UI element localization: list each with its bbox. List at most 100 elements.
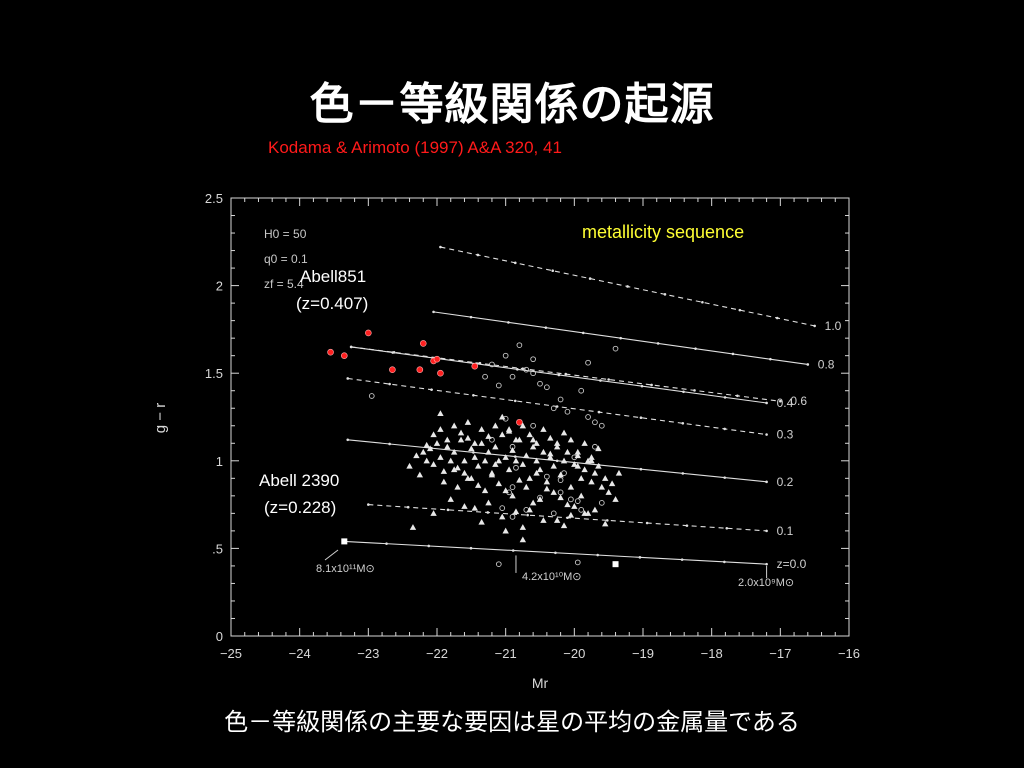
model-line-marker: [476, 253, 480, 257]
abell851-point: [516, 418, 523, 426]
x-tick-label: −16: [838, 646, 860, 661]
model-line-marker: [555, 459, 559, 463]
mass-label-high: 8.1x10¹¹M⊙: [316, 563, 375, 575]
abell2390-point: [567, 511, 575, 518]
abell2390-point: [574, 462, 581, 469]
open-circle-point: [612, 345, 619, 352]
abell2390-point: [505, 466, 513, 473]
abell2390-point: [420, 448, 427, 455]
abell2390-point: [454, 483, 461, 490]
x-tick-label: −17: [769, 646, 791, 661]
open-circle-point: [592, 419, 598, 426]
open-circle-point: [530, 356, 536, 363]
open-circle-point: [482, 373, 488, 380]
model-line-marker: [701, 300, 704, 304]
model-line-marker: [626, 285, 629, 288]
abell2390-point: [492, 443, 499, 450]
model-line-marker: [472, 393, 475, 397]
open-circle-point: [585, 359, 591, 366]
model-line-marker: [555, 405, 559, 408]
abell2390-point: [560, 429, 568, 436]
model-line-label: 0.6: [790, 394, 807, 408]
open-circle-point: [574, 498, 581, 504]
model-line-marker: [736, 394, 739, 398]
abell2390-point: [553, 443, 561, 450]
abell851-point: [437, 369, 444, 377]
model-line-marker: [554, 551, 557, 555]
abell851-redshift: (z=0.407): [296, 294, 368, 313]
mass-label-mid: 4.2x10¹⁰M⊙: [522, 571, 581, 583]
abell851-point: [433, 355, 441, 363]
model-line-marker: [723, 476, 727, 479]
abell2390-point: [499, 431, 506, 438]
model-line-marker: [607, 378, 610, 381]
abell2390-point: [478, 426, 485, 432]
abell2390-point: [547, 454, 554, 460]
abell2390-point: [454, 464, 461, 471]
model-line-marker: [472, 451, 475, 454]
open-circle-point: [574, 559, 581, 566]
model-line-marker: [385, 542, 388, 545]
model-line-marker: [486, 511, 490, 514]
model-line-label: 0.8: [818, 357, 835, 371]
model-line-marker: [765, 401, 768, 405]
abell2390-point: [516, 476, 523, 483]
abell2390-point: [450, 448, 458, 455]
model-line-label: 0.2: [777, 475, 794, 489]
model-line-marker: [551, 269, 555, 273]
abell2390-point: [588, 454, 595, 460]
abell2390-point: [478, 440, 485, 446]
abell2390-point: [461, 503, 468, 509]
abell2390-point: [543, 478, 551, 485]
open-circle-point: [513, 464, 519, 471]
abell2390-point: [492, 422, 499, 429]
abell2390-point: [492, 461, 499, 467]
model-line-marker: [526, 513, 529, 517]
model-line-marker: [738, 308, 742, 312]
x-tick-label: −20: [563, 646, 585, 661]
abell2390-name: Abell 2390: [259, 471, 339, 490]
abell2390-point: [509, 447, 516, 453]
open-circle-point: [530, 370, 536, 377]
y-axis-label: g − r: [152, 403, 169, 433]
open-circle-point: [564, 408, 571, 415]
abell2390-point: [481, 457, 489, 464]
abell2390-point: [595, 462, 602, 469]
abell2390-point: [471, 454, 478, 460]
x-tick-label: −22: [426, 646, 448, 661]
abell2390-point: [567, 483, 575, 490]
abell2390-point: [529, 499, 537, 506]
abell2390-point: [529, 443, 537, 450]
abell2390-point: [602, 475, 609, 481]
abell2390-point: [488, 471, 496, 478]
abell2390-point: [413, 452, 420, 459]
model-line-marker: [513, 399, 517, 403]
abell2390-point: [450, 466, 458, 473]
abell2390-point: [550, 489, 557, 495]
abell2390-point: [461, 457, 468, 464]
abell2390-point: [478, 518, 485, 525]
model-line-marker: [639, 467, 643, 471]
abell2390-redshift: (z=0.228): [264, 498, 336, 517]
abell2390-point: [547, 434, 554, 441]
abell2390-point: [564, 448, 571, 455]
model-line-marker: [765, 529, 768, 533]
model-line-marker: [765, 562, 768, 566]
abell2390-point: [519, 536, 527, 543]
model-line-label: 0.1: [777, 524, 794, 538]
model-line-marker: [511, 549, 515, 552]
model-line-marker: [765, 433, 768, 436]
model-line-marker: [432, 310, 435, 314]
abell2390-point: [523, 452, 530, 459]
model-line-marker: [349, 345, 353, 349]
model-line-marker: [346, 438, 350, 442]
abell851-point: [365, 329, 372, 337]
abell2390-point: [571, 503, 578, 509]
model-line-marker: [682, 390, 685, 394]
open-circle-point: [499, 505, 506, 511]
model-line-marker: [564, 372, 568, 376]
abell2390-point: [468, 445, 475, 452]
abell851-point: [340, 352, 348, 359]
mass-marker-square: [341, 538, 348, 545]
abell2390-point: [499, 513, 506, 520]
